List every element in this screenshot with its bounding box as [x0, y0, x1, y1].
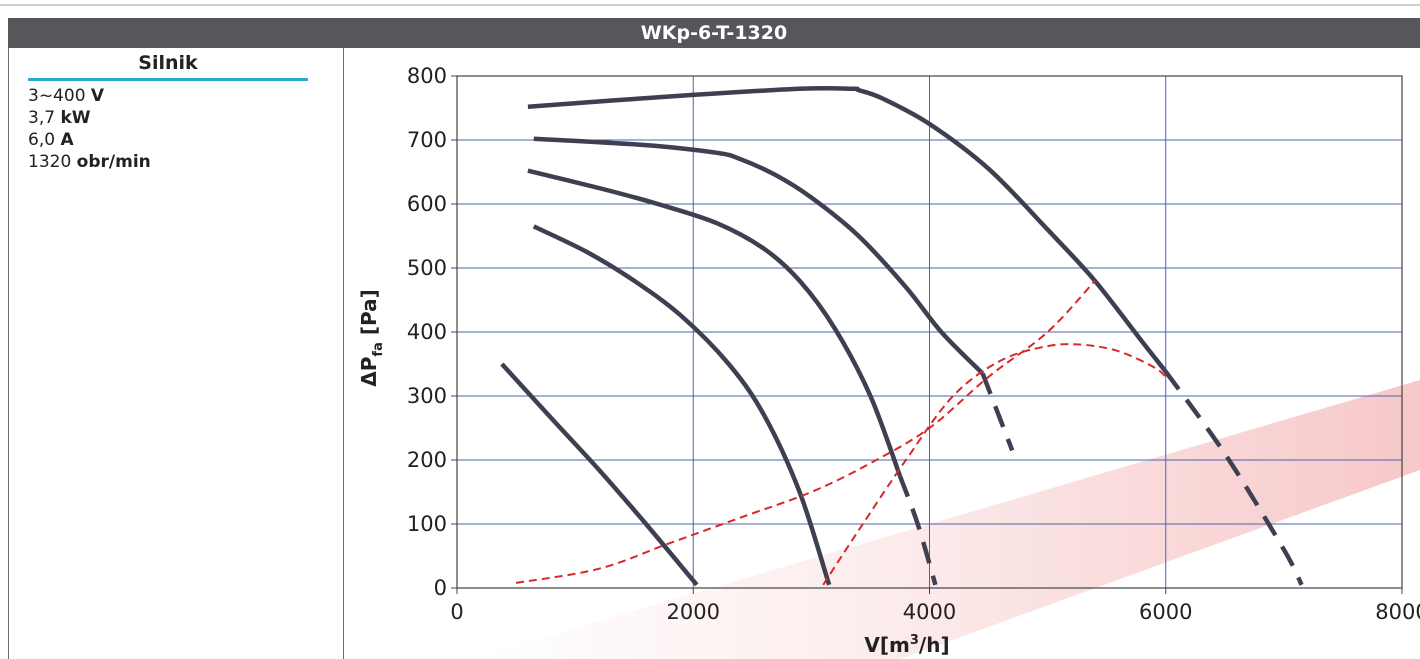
y-tick-label: 400: [407, 320, 447, 344]
spec-unit: A: [60, 130, 74, 150]
left-border: [8, 48, 9, 659]
spec-unit: kW: [60, 108, 91, 128]
spec-value: 1320: [28, 152, 72, 172]
series-layer: [500, 85, 1304, 587]
spec-unit: obr/min: [76, 152, 151, 172]
x-tick-label: 6000: [1139, 600, 1192, 624]
spec-unit: V: [90, 86, 105, 106]
fan-curve-extension: [1163, 370, 1304, 586]
y-tick-label: 700: [407, 128, 447, 152]
x-tick-label: 2000: [667, 600, 720, 624]
spec-speed: 1320 obr/min: [28, 151, 308, 173]
efficiency-curve: [822, 343, 1167, 586]
y-tick-label: 300: [407, 384, 447, 408]
plot-frame: [456, 75, 1403, 589]
motor-panel: Silnik 3~400 V 3,7 kW 6,0 A 1320 obr/min: [28, 52, 308, 173]
column-divider: [343, 48, 344, 659]
fan-curve-extension: [897, 475, 938, 586]
fan-curve: [527, 168, 903, 477]
y-tick-label: 500: [407, 256, 447, 280]
y-tick-label: 800: [407, 64, 447, 88]
efficiency-curve: [515, 280, 1096, 584]
x-tick-label: 0: [450, 600, 463, 624]
fan-curve: [532, 224, 832, 586]
fan-curve-extension: [980, 372, 1015, 452]
y-tick-label: 600: [407, 192, 447, 216]
fan-curve: [500, 362, 699, 587]
background-stripe: [470, 380, 1420, 659]
fan-curve: [533, 136, 985, 376]
spec-value: 3,7: [28, 108, 56, 128]
y-tick-label: 0: [434, 576, 447, 600]
title-bar: WKp-6-T-1320: [8, 18, 1420, 48]
spec-value: 3~400: [28, 86, 86, 106]
spec-power: 3,7 kW: [28, 107, 308, 129]
x-axis-label: V[m3/h]: [864, 633, 949, 657]
top-rule: [0, 4, 1420, 6]
y-axis-label: ΔPfa [Pa]: [357, 289, 386, 386]
spec-value: 6,0: [28, 130, 56, 150]
spec-current: 6,0 A: [28, 129, 308, 151]
spec-list: 3~400 V 3,7 kW 6,0 A 1320 obr/min: [28, 85, 308, 173]
x-tick-label: 4000: [903, 600, 956, 624]
grid: [451, 75, 1403, 594]
fan-curve: [527, 85, 1168, 374]
y-tick-label: 200: [407, 448, 447, 472]
y-tick-label: 100: [407, 512, 447, 536]
spec-voltage: 3~400 V: [28, 85, 308, 107]
motor-heading: Silnik: [28, 52, 308, 81]
page-title: WKp-6-T-1320: [640, 22, 788, 44]
